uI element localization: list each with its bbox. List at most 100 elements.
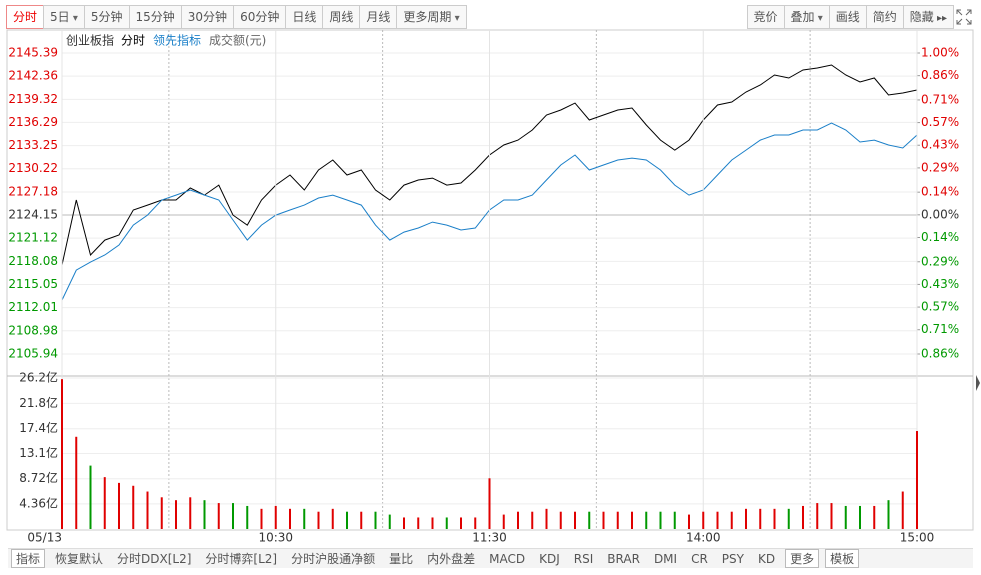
- indicator-tab[interactable]: KD: [757, 551, 776, 566]
- indicator-tab[interactable]: 更多: [785, 549, 820, 568]
- volume-bar: [844, 505, 847, 529]
- tool-button[interactable]: 简约: [865, 5, 904, 29]
- y2-tick-label: 0.14%: [921, 230, 959, 244]
- period-button[interactable]: 月线: [359, 5, 398, 29]
- indicator-tab[interactable]: 分时博弈[L2]: [205, 552, 278, 566]
- y2-tick-label: 0.71%: [921, 322, 959, 336]
- volume-bar: [887, 500, 890, 529]
- volume-bar: [317, 511, 320, 529]
- y-tick-label: 2118.08: [8, 254, 58, 268]
- volume-bar: [160, 497, 163, 529]
- y2-tick-label: 0.29%: [921, 254, 959, 268]
- side-arrow[interactable]: [976, 375, 980, 391]
- volume-bar: [303, 508, 306, 529]
- indicator-tab[interactable]: 分时沪股通净额: [291, 552, 376, 566]
- toolbar-right: 竞价叠加画线简约隐藏 ▸▸: [746, 5, 954, 29]
- volume-bar: [645, 511, 648, 529]
- indicator-tab[interactable]: PSY: [721, 551, 744, 566]
- tool-button[interactable]: 叠加: [783, 5, 830, 29]
- volume-bar: [787, 508, 790, 529]
- volume-bar: [274, 505, 277, 529]
- indicator-tab[interactable]: DMI: [653, 551, 678, 566]
- indicator-tab[interactable]: 内外盘差: [427, 552, 476, 566]
- y2-tick-label: 0.86%: [921, 347, 959, 361]
- y-tick-label: 4.36亿: [19, 495, 58, 510]
- chart-frame: [6, 29, 974, 531]
- bottom-tabs: 指标 恢复默认 分时DDX[L2] 分时博弈[L2] 分时沪股通净额 量比 内外盘差 MACD…: [8, 548, 973, 568]
- volume-bar: [417, 517, 420, 529]
- period-button[interactable]: 30分钟: [180, 5, 235, 29]
- period-button[interactable]: 5日: [43, 5, 85, 29]
- volume-bar: [260, 508, 263, 529]
- indicator-tab[interactable]: 指标: [11, 549, 46, 568]
- volume-bar: [75, 436, 78, 529]
- volume-bar: [859, 505, 861, 529]
- fullscreen-icon[interactable]: [956, 9, 972, 25]
- volume-bar: [246, 505, 249, 529]
- y-tick-label: 2108.98: [8, 323, 58, 337]
- y2-tick-label: 0.71%: [921, 92, 959, 106]
- y-tick-label: 8.72亿: [19, 470, 58, 485]
- volume-bar: [445, 517, 448, 529]
- indicator-tab[interactable]: 量比: [389, 552, 414, 566]
- volume-bar: [901, 491, 904, 529]
- y-tick-label: 21.8亿: [19, 395, 58, 410]
- indicator-tab[interactable]: MACD: [489, 551, 526, 566]
- volume-bar: [688, 514, 690, 529]
- volume-bar: [873, 505, 876, 529]
- volume-bar: [175, 500, 177, 529]
- tool-button[interactable]: 隐藏 ▸▸: [902, 5, 954, 29]
- volume-bar: [431, 517, 434, 529]
- period-button[interactable]: 分时: [6, 5, 45, 29]
- period-button[interactable]: 日线: [285, 5, 324, 29]
- y-tick-label: 2112.01: [8, 300, 58, 314]
- indicator-tab[interactable]: RSI: [573, 551, 594, 566]
- x-tick-label: 14:00: [686, 531, 721, 545]
- indicator-tab[interactable]: CR: [691, 551, 708, 566]
- tool-button[interactable]: 竞价: [746, 5, 785, 29]
- y-tick-label: 2130.22: [8, 161, 58, 175]
- volume-bar: [203, 500, 206, 529]
- volume-bar: [631, 511, 633, 529]
- volume-bar: [474, 517, 477, 529]
- indicator-tab[interactable]: 恢复默认: [55, 552, 104, 566]
- y-tick-label: 2124.15: [8, 208, 58, 222]
- indicator-tab[interactable]: KDJ: [539, 551, 560, 566]
- period-button[interactable]: 周线: [322, 5, 361, 29]
- volume-bar: [374, 511, 377, 529]
- volume-bar: [189, 497, 192, 529]
- volume-bar: [360, 511, 363, 529]
- y2-tick-label: 0.00%: [921, 207, 959, 221]
- indicator-tab[interactable]: 模板: [825, 549, 860, 568]
- volume-bar: [331, 508, 334, 529]
- y-tick-label: 13.1亿: [19, 445, 58, 460]
- y2-tick-label: 1.00%: [921, 46, 959, 60]
- tool-button[interactable]: 画线: [828, 5, 867, 29]
- y-tick-label: 2121.12: [8, 231, 58, 245]
- period-button[interactable]: 60分钟: [233, 5, 287, 29]
- indicator-tab[interactable]: BRAR: [607, 551, 640, 566]
- y-tick-label: 2139.32: [8, 92, 58, 106]
- price-line: [61, 122, 918, 301]
- chart-title: 创业板指: [66, 33, 114, 48]
- price-line: [61, 64, 918, 266]
- x-tick-label: 11:30: [472, 531, 507, 545]
- period-button[interactable]: 5分钟: [83, 5, 130, 29]
- volume-bar: [517, 511, 519, 529]
- volume-bar: [916, 431, 918, 529]
- indicator-tab[interactable]: 分时DDX[L2]: [117, 552, 192, 566]
- volume-bar: [745, 508, 747, 529]
- volume-bar: [802, 505, 804, 529]
- period-button[interactable]: 更多周期: [396, 5, 467, 29]
- volume-bar: [759, 508, 762, 529]
- volume-bar: [217, 503, 220, 529]
- y2-tick-label: 0.57%: [921, 115, 959, 129]
- volume-bar: [816, 503, 819, 529]
- volume-bar: [61, 379, 63, 529]
- volume-bar: [773, 508, 776, 529]
- volume-bar: [602, 511, 605, 529]
- period-button[interactable]: 15分钟: [128, 5, 182, 29]
- volume-bar: [673, 511, 676, 529]
